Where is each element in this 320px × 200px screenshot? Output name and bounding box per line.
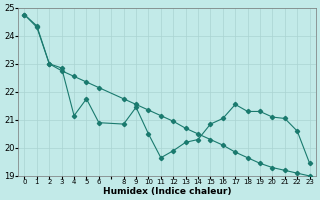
X-axis label: Humidex (Indice chaleur): Humidex (Indice chaleur) (103, 187, 231, 196)
